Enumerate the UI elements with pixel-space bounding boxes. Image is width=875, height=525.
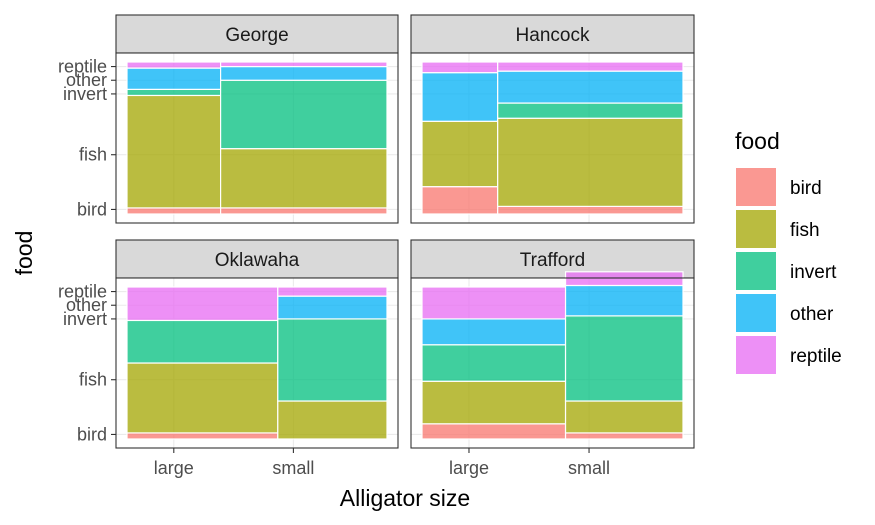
x-tick-label: large <box>449 458 489 478</box>
facet-strip-label: Hancock <box>516 25 590 46</box>
mosaic-tile-invert <box>126 88 222 97</box>
mosaic-tile-other <box>564 284 684 317</box>
mosaic-tile-other <box>126 67 222 90</box>
mosaic-tile-fish <box>421 120 499 188</box>
mosaic-tile-invert <box>497 102 684 119</box>
panel-border <box>115 277 399 449</box>
facet-panels: GeorgebirdfishinvertotherreptileHancockO… <box>58 14 695 478</box>
mosaic-tile-other <box>220 65 388 81</box>
y-tick-label: bird <box>77 424 107 444</box>
mosaic-tile-reptile <box>421 286 567 320</box>
y-tick-label: invert <box>63 84 107 104</box>
legend-swatch <box>736 336 776 374</box>
panel-border <box>410 277 695 449</box>
mosaic-tile-invert <box>564 315 684 402</box>
x-tick-label: small <box>568 458 610 478</box>
legend-label: other <box>790 304 834 325</box>
mosaic-tile-reptile <box>126 61 222 69</box>
legend-title: food <box>735 128 780 154</box>
y-axis-title: food <box>11 231 37 276</box>
mosaic-tile-other <box>421 72 499 122</box>
facet-strip <box>115 14 399 54</box>
mosaic-tile-other <box>421 318 567 346</box>
mosaic-tile-reptile <box>220 61 388 68</box>
x-tick-label: large <box>154 458 194 478</box>
panel-border <box>115 52 399 224</box>
y-tick-label: other <box>66 295 107 315</box>
mosaic-tile-fish <box>277 400 388 440</box>
panel-border <box>410 52 695 224</box>
mosaic-tile-bird <box>564 432 684 440</box>
mosaic-tile-fish <box>497 117 684 208</box>
legend-swatch <box>736 210 776 248</box>
y-tick-label: reptile <box>58 57 107 77</box>
legend-label: reptile <box>790 346 842 367</box>
legend-item: reptile <box>735 335 842 375</box>
mosaic-tile-reptile <box>277 286 388 297</box>
mosaic-tile-reptile <box>421 61 499 74</box>
mosaic-tile-bird <box>126 432 279 440</box>
mosaic-tile-bird <box>126 207 222 215</box>
mosaic-tile-reptile <box>126 286 279 322</box>
mosaic-tile-invert <box>126 319 279 364</box>
facet-strip <box>115 239 399 279</box>
mosaic-tile-fish <box>421 380 567 425</box>
facet-strip-label: George <box>225 25 288 46</box>
facet-strip-label: Trafford <box>520 250 585 271</box>
mosaic-tile-other <box>277 295 388 320</box>
y-tick-label: fish <box>79 370 107 390</box>
y-tick-label: invert <box>63 309 107 329</box>
mosaic-tile-fish <box>126 94 222 209</box>
y-tick-label: reptile <box>58 282 107 302</box>
mosaic-tile-bird <box>220 207 388 215</box>
y-tick-label: other <box>66 70 107 90</box>
mosaic-tile-invert <box>220 79 388 150</box>
legend-item: bird <box>735 167 822 207</box>
mosaic-tile-invert <box>421 344 567 382</box>
legend-swatch <box>736 252 776 290</box>
mosaic-tile-reptile <box>497 61 684 72</box>
legend-label: fish <box>790 220 820 241</box>
legend-item: fish <box>735 209 820 249</box>
facet-strip-label: Oklawaha <box>215 250 300 271</box>
y-tick-label: bird <box>77 199 107 219</box>
legend-label: invert <box>790 262 837 283</box>
mosaic-tile-fish <box>564 400 684 434</box>
facet-strip <box>410 14 695 54</box>
legend-item: other <box>735 293 834 333</box>
legend-item: invert <box>735 251 837 291</box>
facet-panel: Hancock <box>410 14 695 224</box>
mosaic-tile-invert <box>277 318 388 402</box>
legend-swatch <box>736 294 776 332</box>
mosaic-tile-bird <box>421 186 499 215</box>
mosaic-tile-fish <box>220 148 388 209</box>
mosaic-tile-reptile <box>564 271 684 287</box>
mosaic-tile-other <box>497 70 684 104</box>
legend: food bird fish invert other reptile <box>735 128 842 375</box>
y-tick-label: fish <box>79 145 107 165</box>
legend-swatch <box>736 168 776 206</box>
facet-panel: Trafford large small <box>410 239 695 478</box>
x-tick-label: small <box>272 458 314 478</box>
mosaic-tile-bird <box>421 423 567 440</box>
mosaic-tile-bird <box>497 205 684 215</box>
x-axis-title: Alligator size <box>340 485 470 511</box>
mosaic-tile-fish <box>126 362 279 434</box>
legend-label: bird <box>790 178 822 199</box>
